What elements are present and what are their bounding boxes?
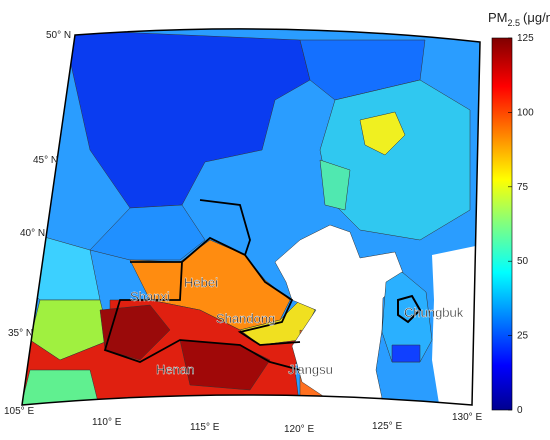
region-label: Henan [156,362,194,377]
colorbar-title: PM2.5(μg/m3) [488,9,550,28]
province-border [103,199,301,371]
korea [381,271,433,363]
latitude-label: 40° N [20,228,45,239]
region-label: Jiangsu [288,362,333,377]
title-unit: (μg/m [523,10,550,25]
region-label: Hebei [184,275,218,290]
region-fill [319,159,351,211]
longitude-label: 105° E [4,406,34,417]
region-label: Shandong [216,311,275,326]
title-symbol: PM [488,10,508,25]
colorbar-tick-label: 125 [517,33,534,44]
map-frame [21,28,481,406]
longitude-label: 125° E [372,421,402,432]
longitude-label: 130° E [452,412,482,423]
latitude-label: 35° N [8,328,33,339]
colorbar-tick-label: 100 [517,107,534,118]
longitude-label: 120° E [284,424,314,435]
region-fill [359,111,406,156]
latitude-label: 50° N [46,30,71,41]
longitude-label: 110° E [92,417,122,428]
longitude-label: 115° E [190,422,220,433]
sea [274,224,406,403]
region-fill [99,304,171,361]
colorbar-tick-label: 25 [517,331,529,342]
latitude-label: 45° N [33,155,58,166]
region-label: Chungbuk [404,305,464,320]
region-border [397,294,422,324]
sea [432,245,480,406]
colorbar-tick-label: 75 [517,182,529,193]
colorbar-tick-label: 0 [517,405,523,416]
colorbar [491,37,513,411]
title-subscript: 2.5 [508,18,521,28]
colorbar-tick-label: 50 [517,256,529,267]
region-fill [391,344,421,363]
region-label: Shanxi [130,289,170,304]
